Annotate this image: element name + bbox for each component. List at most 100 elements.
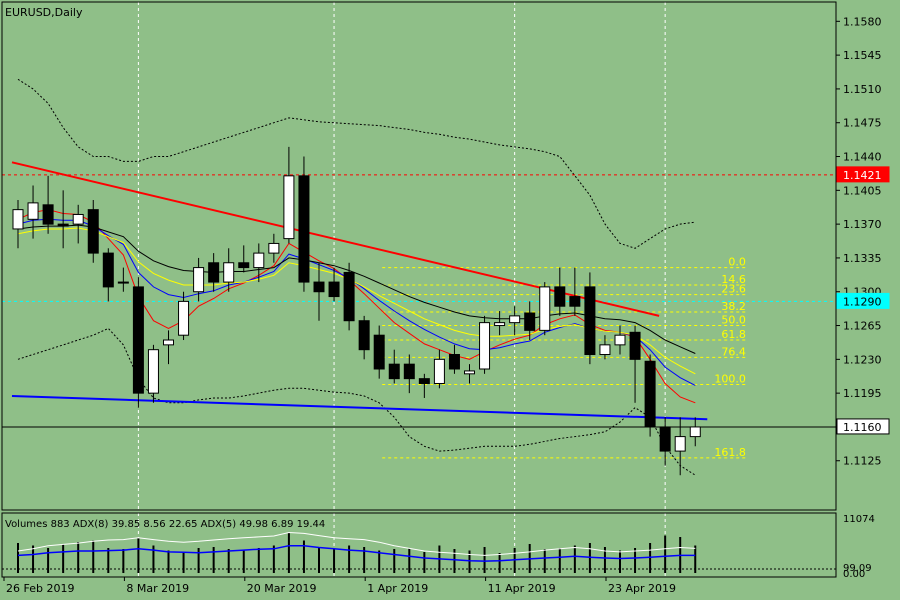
y-tick-label: 1.1370: [843, 218, 882, 231]
y-tick-label: 1.1265: [843, 320, 882, 333]
candle: [689, 417, 701, 447]
candle-body: [328, 281, 340, 298]
candle: [494, 311, 506, 336]
indicator-tick-label: 0.00: [843, 569, 865, 580]
candle: [629, 325, 641, 403]
fib-level-label: 23.6: [721, 283, 746, 296]
candle: [268, 233, 280, 263]
x-tick-label: 20 Mar 2019: [247, 582, 317, 595]
candles: [12, 146, 701, 476]
moving-average-line: [17, 209, 696, 404]
y-tick-label: 1.1440: [843, 151, 882, 164]
candle: [614, 325, 626, 355]
x-tick-label: 26 Feb 2019: [6, 582, 74, 595]
candle: [42, 175, 54, 234]
indicator-tick-label: 99.09: [843, 563, 872, 574]
x-tick-label: 23 Apr 2019: [608, 582, 676, 595]
indicator-tick-label: 11074: [843, 514, 875, 525]
candle: [343, 262, 355, 331]
candle-body: [117, 281, 129, 284]
trendlines: [11, 161, 708, 421]
y-tick-label: 1.1580: [843, 15, 882, 28]
candle: [509, 306, 521, 336]
candle: [448, 344, 460, 374]
bollinger-bands: [17, 78, 696, 476]
candle-body: [464, 370, 475, 375]
adx-line-blue: [17, 544, 696, 562]
moving-average-line: [17, 227, 696, 375]
candle-body: [253, 252, 265, 269]
adx-line-white: [17, 531, 696, 556]
candle-body: [539, 286, 551, 331]
candle-body: [433, 358, 445, 384]
candle-body: [57, 223, 69, 227]
candle-body: [554, 286, 566, 307]
candle-body: [238, 262, 250, 269]
moving-average-line: [17, 224, 696, 354]
fibonacci-retracement: 0.0 14.623.6 38.250.061.8 76.4 100.0 161.8: [382, 256, 748, 459]
candle-body: [614, 334, 626, 346]
fib-level-label: 100.0: [714, 372, 746, 385]
y-tick-label: 1.1545: [843, 49, 882, 62]
bollinger-upper: [17, 78, 696, 249]
candle: [433, 349, 445, 389]
candle: [102, 248, 114, 302]
candle: [569, 267, 581, 316]
candle-body: [313, 281, 325, 293]
candle: [328, 267, 340, 302]
candle-body: [448, 354, 460, 370]
candle-body: [418, 378, 430, 384]
axes: 1.1580 1.1545 1.1510 1.1475 1.1440 1.1405 1.13…: [3, 15, 890, 595]
candle: [464, 364, 475, 384]
trendline: [11, 395, 708, 421]
candle-body: [569, 296, 581, 307]
indicator-header: Volumes 883 ADX(8) 39.85 8.56 22.65 ADX(…: [5, 519, 325, 530]
candle: [479, 315, 491, 374]
trendline: [11, 161, 660, 317]
candle-body: [659, 426, 671, 452]
moving-averages: [17, 209, 696, 404]
candle: [554, 267, 566, 316]
candle-body: [674, 436, 686, 452]
price-marker-label: 1.1160: [843, 421, 882, 434]
candle-body: [178, 300, 190, 336]
candle: [163, 330, 174, 365]
fib-level-label: 61.8: [721, 328, 746, 341]
bollinger-lower: [17, 327, 696, 476]
candle-body: [223, 262, 235, 283]
y-tick-label: 1.1230: [843, 353, 882, 366]
symbol-label: EURUSD,Daily: [5, 6, 83, 19]
candle-body: [358, 320, 370, 351]
candle: [539, 282, 551, 336]
candle: [12, 199, 24, 249]
candle-body: [27, 202, 39, 220]
candle-body: [388, 363, 400, 380]
fib-level-label: 161.8: [714, 446, 746, 459]
y-tick-label: 1.1510: [843, 83, 882, 96]
candle: [313, 262, 325, 321]
x-tick-label: 11 Apr 2019: [488, 582, 556, 595]
candle: [238, 245, 250, 273]
candle: [193, 257, 205, 302]
candle: [388, 349, 400, 384]
fib-level-label: 50.0: [721, 314, 746, 327]
candle-body: [599, 344, 611, 356]
price-marker-box: [836, 418, 890, 435]
candle-body: [629, 331, 641, 360]
price-marker-box: [836, 166, 890, 183]
y-tick-label: 1.1475: [843, 117, 882, 130]
fib-level-label: 14.6: [721, 273, 746, 286]
candle-body: [42, 204, 54, 225]
candle: [178, 291, 190, 341]
candle: [57, 190, 69, 249]
candle-body: [102, 252, 114, 288]
candle: [418, 373, 430, 398]
x-tick-label: 1 Apr 2019: [367, 582, 428, 595]
candle: [223, 248, 235, 292]
price-marker-label: 1.1290: [843, 295, 882, 308]
candle-body: [163, 339, 174, 346]
main-panel-border: [1, 1, 837, 511]
candle: [373, 325, 385, 379]
